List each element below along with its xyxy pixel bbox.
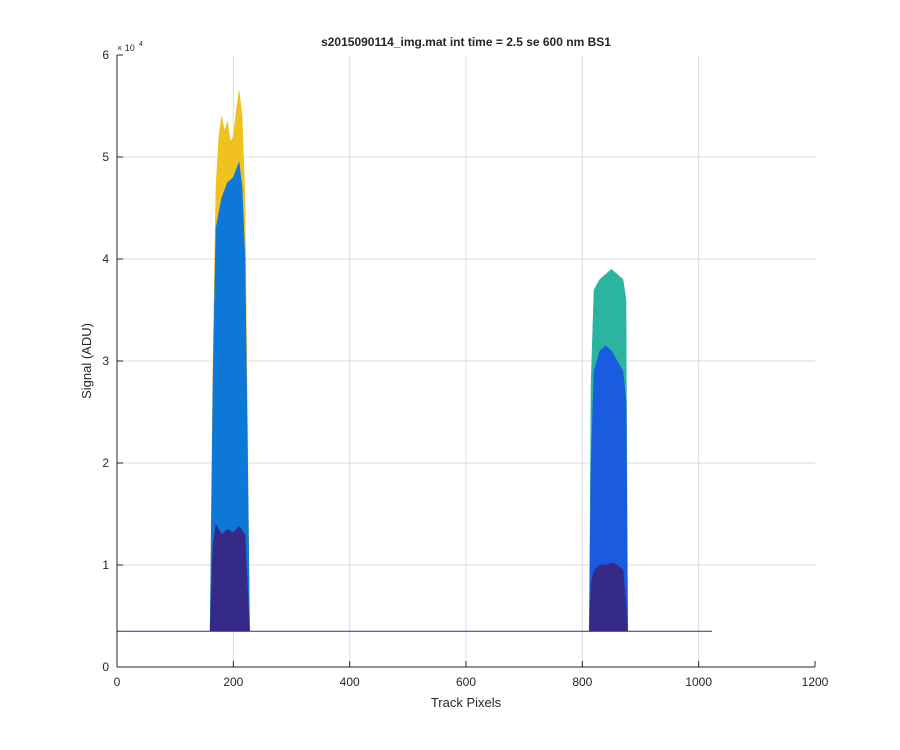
tick-labels: 0 200 400 600 800 1000 1200 0 1 2 3 4 5 6 [102, 48, 828, 689]
y-tick-label: 1 [102, 558, 109, 572]
y-tick-label: 3 [102, 354, 109, 368]
y-tick-label: 0 [102, 660, 109, 674]
signal-area-5 [209, 523, 250, 632]
signal-area-3 [209, 162, 250, 632]
x-tick-label: 200 [223, 675, 243, 689]
axes [116, 54, 816, 668]
y-exponent-base: × 10 [117, 43, 135, 53]
y-tick-label: 2 [102, 456, 109, 470]
y-tick-label: 6 [102, 48, 109, 62]
x-tick-label: 1000 [685, 675, 712, 689]
signal-area-6 [589, 562, 628, 632]
x-tick-label: 0 [114, 675, 121, 689]
y-tick-label: 4 [102, 252, 109, 266]
y-tick-label: 5 [102, 150, 109, 164]
x-tick-label: 600 [456, 675, 476, 689]
y-axis-label: Signal (ADU) [79, 323, 94, 399]
x-tick-label: 800 [572, 675, 592, 689]
y-exponent-power: 4 [139, 41, 143, 48]
signal-area-4 [589, 345, 628, 632]
x-tick-label: 1200 [802, 675, 829, 689]
data-series [117, 90, 713, 632]
x-tick-label: 400 [340, 675, 360, 689]
y-exponent: × 10 4 [117, 41, 143, 53]
chart-title: s2015090114_img.mat int time = 2.5 se 60… [321, 35, 611, 49]
x-axis-label: Track Pixels [431, 695, 502, 710]
